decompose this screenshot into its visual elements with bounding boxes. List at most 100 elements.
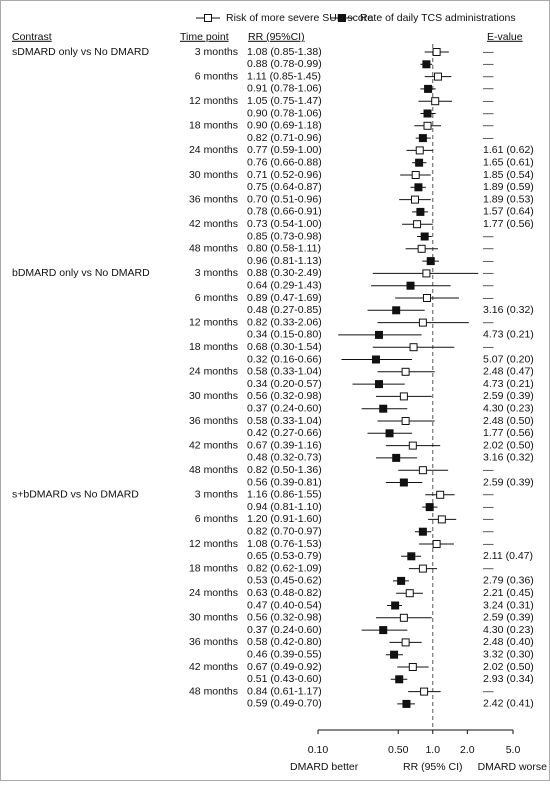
rr-label: 0.42 (0.27-0.66) <box>247 427 322 439</box>
evalue-label: 2.48 (0.50) <box>483 415 534 427</box>
contrast-label: s+bDMARD vs No DMARD <box>12 489 139 501</box>
time-point-label: 18 months <box>189 341 238 353</box>
header-evalue: E-value <box>487 31 523 43</box>
time-point-label: 6 months <box>195 513 238 525</box>
estimate-marker <box>417 244 426 253</box>
rr-label: 1.05 (0.75-1.47) <box>247 95 322 107</box>
estimate-marker <box>418 134 427 143</box>
estimate-marker <box>401 367 410 376</box>
legend-marker <box>338 14 346 22</box>
legend-marker <box>204 14 212 22</box>
rr-label: 1.08 (0.85-1.38) <box>247 46 322 58</box>
contrast-label: sDMARD only vs No DMARD <box>12 46 150 58</box>
x-tick-label: 2.0 <box>460 744 475 756</box>
estimate-marker <box>399 392 408 401</box>
time-point-label: 36 months <box>189 415 238 427</box>
evalue-label: 2.48 (0.47) <box>483 366 534 378</box>
evalue-label: 1.77 (0.56) <box>483 427 534 439</box>
rr-label: 0.90 (0.69-1.18) <box>247 120 322 132</box>
time-point-label: 48 months <box>189 685 238 697</box>
estimate-marker <box>375 330 384 339</box>
estimate-marker <box>407 552 416 561</box>
rr-label: 0.76 (0.66-0.88) <box>247 156 322 168</box>
evalue-label: 3.16 (0.32) <box>483 304 534 316</box>
rr-label: 0.90 (0.78-1.06) <box>247 107 322 119</box>
estimate-marker <box>416 207 425 216</box>
estimate-marker <box>371 355 380 364</box>
evalue-label: 2.59 (0.39) <box>483 390 534 402</box>
estimate-marker <box>437 515 446 524</box>
evalue-label: 2.48 (0.40) <box>483 636 534 648</box>
estimate-marker <box>399 478 408 487</box>
rr-label: 0.34 (0.20-0.57) <box>247 378 322 390</box>
evalue-label: — <box>483 513 494 525</box>
time-point-label: 24 months <box>189 366 238 378</box>
rr-label: 0.67 (0.39-1.16) <box>247 439 322 451</box>
estimate-marker <box>385 429 394 438</box>
rr-label: 0.65 (0.53-0.79) <box>247 550 322 562</box>
evalue-label: — <box>483 489 494 501</box>
evalue-label: 1.85 (0.54) <box>483 169 534 181</box>
estimate-marker <box>422 294 431 302</box>
evalue-label: — <box>483 538 494 550</box>
rr-label: 0.78 (0.66-0.91) <box>247 206 322 218</box>
time-point-label: 42 months <box>189 439 238 451</box>
evalue-label: 5.07 (0.20) <box>483 353 534 365</box>
x-tick-label: 0.50 <box>388 744 409 756</box>
contrast-label: bDMARD only vs No DMARD <box>12 267 150 279</box>
time-point-label: 3 months <box>195 267 238 279</box>
rr-label: 1.16 (0.86-1.55) <box>247 489 322 501</box>
rr-label: 0.73 (0.54-1.00) <box>247 218 322 230</box>
rr-label: 0.32 (0.16-0.66) <box>247 353 322 365</box>
rr-label: 0.48 (0.27-0.85) <box>247 304 322 316</box>
evalue-label: 2.02 (0.50) <box>483 439 534 451</box>
evalue-label: — <box>483 685 494 697</box>
evalue-label: 3.32 (0.30) <box>483 648 534 660</box>
time-point-label: 6 months <box>195 70 238 82</box>
evalue-label: — <box>483 95 494 107</box>
rr-label: 0.88 (0.78-0.99) <box>247 58 322 70</box>
estimate-marker <box>379 626 388 635</box>
rr-label: 0.58 (0.33-1.04) <box>247 415 322 427</box>
evalue-label: — <box>483 46 494 58</box>
evalue-label: 1.89 (0.53) <box>483 193 534 205</box>
estimate-marker <box>395 675 404 684</box>
rr-label: 0.47 (0.40-0.54) <box>247 599 322 611</box>
estimate-marker <box>420 232 429 241</box>
rr-label: 0.80 (0.58-1.11) <box>247 243 321 255</box>
estimate-marker <box>411 171 420 179</box>
estimate-marker <box>418 527 427 536</box>
rr-label: 0.58 (0.42-0.80) <box>247 636 322 648</box>
header-time-point: Time point <box>180 31 229 43</box>
time-point-label: 18 months <box>189 562 238 574</box>
estimate-marker <box>415 158 424 167</box>
time-point-label: 48 months <box>189 464 238 476</box>
evalue-label: 2.93 (0.34) <box>483 673 534 685</box>
estimate-marker <box>425 503 434 512</box>
estimate-marker <box>424 84 433 93</box>
rr-label: 0.70 (0.51-0.96) <box>247 193 322 205</box>
estimate-marker <box>379 404 388 413</box>
rr-label: 1.08 (0.76-1.53) <box>247 538 322 550</box>
x-tick-label: 5.0 <box>506 744 521 756</box>
x-label-left: DMARD better <box>290 761 359 773</box>
evalue-label: 3.24 (0.31) <box>483 599 534 611</box>
evalue-label: — <box>483 279 494 291</box>
evalue-label: 1.65 (0.61) <box>483 156 534 168</box>
estimate-marker <box>375 380 384 389</box>
rr-label: 0.58 (0.33-1.04) <box>247 366 322 378</box>
evalue-label: — <box>483 120 494 132</box>
estimate-marker <box>392 453 401 462</box>
rr-label: 0.89 (0.47-1.69) <box>247 292 322 304</box>
evalue-label: 3.16 (0.32) <box>483 452 534 464</box>
rr-label: 0.51 (0.43-0.60) <box>247 673 322 685</box>
estimate-marker <box>391 601 400 610</box>
evalue-label: 1.61 (0.62) <box>483 144 534 156</box>
time-point-label: 3 months <box>195 489 238 501</box>
evalue-label: — <box>483 255 494 267</box>
evalue-label: 4.73 (0.21) <box>483 329 534 341</box>
estimate-marker <box>397 576 406 585</box>
rr-label: 0.82 (0.50-1.36) <box>247 464 322 476</box>
evalue-label: — <box>483 316 494 328</box>
